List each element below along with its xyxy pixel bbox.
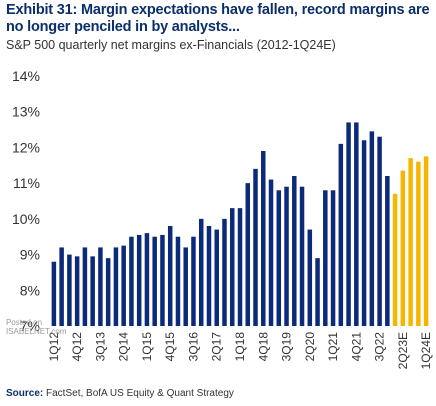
bar-3Q15 [160, 234, 165, 326]
x-tick-label: 1Q15 [140, 332, 154, 362]
bar-4Q20 [323, 190, 328, 326]
bar-1Q17 [206, 226, 212, 326]
bar-4Q18 [261, 151, 266, 326]
x-tick-label: 2Q17 [210, 332, 224, 362]
bar-2Q18 [245, 183, 251, 326]
bar-1Q15 [144, 233, 150, 326]
bar-3Q20 [315, 258, 320, 326]
bar-1Q12 [51, 261, 57, 326]
source-note: Source: FactSet, BofA US Equity & Quant … [6, 388, 234, 399]
bar-4Q23E [416, 161, 421, 326]
bar-1Q19 [268, 179, 274, 326]
y-tick-label: 14% [12, 68, 40, 84]
bar-4Q22 [385, 176, 390, 326]
bar-2Q21 [338, 143, 344, 326]
bar-series [51, 122, 429, 327]
bar-3Q14 [129, 236, 134, 326]
bar-1Q22 [361, 140, 367, 326]
bar-3Q17 [222, 218, 227, 326]
bar-3Q23E [408, 158, 413, 326]
bar-1Q18 [237, 208, 243, 326]
x-tick-label: 1Q21 [326, 332, 340, 362]
source-label: Source: [6, 388, 44, 399]
bar-1Q21 [330, 190, 336, 326]
bar-4Q19 [292, 176, 297, 326]
x-tick-label: 3Q22 [373, 332, 387, 362]
y-axis-ticks: 7% 8% 9% 10% 11% 12% 13% 14% [12, 68, 40, 334]
x-axis-labels: 1Q12 4Q12 3Q13 2Q14 1Q15 4Q15 3Q16 2Q17 1Q18 4Q18… [47, 332, 433, 370]
bar-2Q22 [369, 131, 375, 326]
x-tick-label: 4Q15 [163, 332, 177, 362]
bar-1Q23E [392, 193, 398, 326]
bar-3Q18 [253, 168, 258, 326]
bar-2Q17 [214, 229, 219, 326]
margins-bar-chart: 7%8%9%10%11%12%13%14% 1Q12 4Q12 3Q13 2Q14 1Q… [12, 68, 433, 370]
bar-1Q13 [82, 247, 88, 326]
x-tick-label: 2Q20 [303, 332, 317, 362]
bar-1Q14 [113, 247, 119, 326]
x-tick-label: 4Q18 [256, 332, 270, 362]
y-tick-label: 7% [20, 318, 40, 334]
bar-2Q15 [152, 236, 157, 326]
bar-3Q19 [284, 186, 289, 326]
bar-2Q13 [90, 256, 95, 326]
bar-3Q16 [191, 236, 196, 326]
watermark-line-2: ISABELNET.com [6, 327, 67, 336]
bar-2Q23E [400, 170, 406, 326]
bar-2Q14 [121, 245, 126, 326]
bar-4Q21 [354, 122, 359, 327]
watermark: Posted on ISABELNET.com [6, 318, 66, 336]
x-tick-label: 2Q14 [117, 332, 131, 362]
source-text: FactSet, BofA US Equity & Quant Strategy [46, 388, 234, 399]
bar-4Q17 [230, 208, 235, 326]
bar-3Q12 [67, 254, 72, 326]
bar-4Q13 [105, 258, 111, 326]
bar-4Q16 [198, 218, 204, 326]
x-tick-label: 2Q23E [396, 332, 410, 369]
x-tick-label: 4Q12 [70, 332, 84, 362]
x-tick-label: 3Q13 [93, 332, 107, 362]
x-tick-label: 3Q16 [186, 332, 200, 362]
watermark-line-1: Posted on [6, 318, 43, 327]
x-tick-label: 3Q19 [280, 332, 294, 362]
bar-3Q21 [346, 122, 351, 327]
y-tick-label: 13% [12, 104, 40, 120]
bar-2Q16 [183, 247, 188, 326]
y-tick-label: 10% [12, 211, 40, 227]
bar-4Q14 [136, 234, 142, 326]
bar-3Q22 [377, 136, 382, 326]
chart-subtitle: S&P 500 quarterly net margins ex-Financi… [6, 38, 336, 52]
bar-4Q15 [167, 226, 173, 326]
x-tick-label: 1Q24E [419, 332, 433, 369]
x-tick-label: 1Q18 [233, 332, 247, 362]
bar-1Q20 [299, 186, 305, 326]
y-tick-label: 12% [12, 139, 40, 155]
y-tick-label: 8% [20, 282, 40, 298]
chart-title: Exhibit 31: Margin expectations have fal… [6, 2, 430, 35]
bar-2Q19 [276, 190, 282, 326]
bar-4Q12 [74, 256, 80, 326]
y-tick-label: 9% [20, 247, 40, 263]
bar-1Q24E [423, 156, 429, 326]
x-tick-label: 1Q12 [47, 332, 61, 362]
x-tick-label: 4Q21 [349, 332, 363, 362]
bar-2Q20 [307, 229, 313, 326]
bar-1Q16 [175, 236, 181, 326]
bar-2Q12 [59, 247, 64, 326]
bar-3Q13 [98, 247, 103, 326]
y-tick-label: 11% [13, 175, 40, 191]
